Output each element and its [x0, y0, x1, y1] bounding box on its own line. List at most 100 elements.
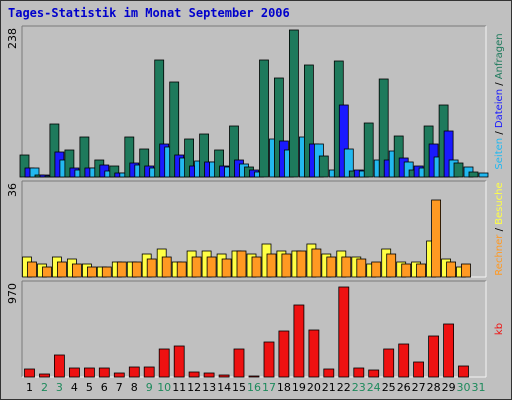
- bar-rechner-day-4: [72, 263, 82, 278]
- bar-kb-day-11: [173, 345, 185, 378]
- x-tick-label-day-20: 20: [307, 381, 321, 394]
- series-axis-label-segment: /: [494, 79, 505, 89]
- x-tick-label-day-14: 14: [217, 381, 231, 394]
- bar-kb-day-25: [383, 348, 395, 378]
- x-tick-label-day-19: 19: [292, 381, 306, 394]
- bar-kb-day-13: [203, 372, 215, 378]
- y-max-label-middle: 36: [6, 183, 19, 197]
- series-axis-label-segment: kb: [494, 323, 505, 335]
- bar-rechner-day-3: [57, 261, 67, 278]
- bar-rechner-day-16: [251, 256, 262, 278]
- bar-kb-day-26: [398, 343, 410, 378]
- bar-kb-day-15: [233, 348, 245, 378]
- x-tick-label-day-8: 8: [131, 381, 138, 394]
- x-tick-label-day-26: 26: [397, 381, 411, 394]
- bar-rechner-day-27: [416, 263, 427, 278]
- bar-kb-day-3: [54, 354, 65, 378]
- bar-kb-day-14: [218, 374, 230, 378]
- x-tick-label-day-27: 27: [412, 381, 426, 394]
- bar-anfragen-day-14: [214, 149, 225, 178]
- bar-anfragen-day-7: [109, 165, 120, 178]
- bar-anfragen-day-21: [318, 155, 329, 178]
- series-axis-label-segment: Seiten: [494, 138, 505, 170]
- bar-rechner-day-11: [176, 261, 187, 278]
- bar-rechner-day-19: [296, 250, 307, 278]
- bar-anfragen-day-3: [49, 123, 60, 178]
- x-tick-label-day-25: 25: [382, 381, 396, 394]
- x-tick-label-day-6: 6: [101, 381, 108, 394]
- x-tick-label-day-17: 17: [262, 381, 276, 394]
- bar-anfragen-day-18: [273, 77, 284, 178]
- bar-rechner-day-15: [236, 250, 247, 278]
- bar-rechner-day-12: [191, 256, 202, 278]
- bar-rechner-day-28: [431, 199, 442, 278]
- bar-rechner-day-30: [461, 263, 471, 278]
- bar-rechner-day-26: [401, 263, 412, 278]
- bar-kb-day-22: [338, 286, 350, 378]
- y-max-label-top: 238: [6, 28, 19, 49]
- bar-kb-day-30: [458, 365, 469, 378]
- series-axis-label-segment: Rechner: [494, 234, 505, 276]
- x-tick-label-day-12: 12: [187, 381, 201, 394]
- series-axis-label-segment: Dateien: [494, 89, 505, 128]
- x-tick-label-day-21: 21: [322, 381, 336, 394]
- bar-kb-day-1: [24, 368, 35, 378]
- bar-rechner-day-2: [42, 266, 52, 278]
- bar-rechner-day-8: [131, 261, 142, 278]
- y-max-label-bottom: 970: [6, 283, 19, 304]
- series-axis-label-segment: Besuche: [494, 182, 505, 225]
- bar-rechner-day-22: [341, 256, 352, 278]
- bar-anfragen-day-11: [169, 81, 180, 178]
- x-tick-label-day-16: 16: [247, 381, 261, 394]
- bar-anfragen-day-10: [154, 59, 165, 178]
- bar-kb-day-28: [428, 335, 440, 378]
- bar-anfragen-day-31: [468, 171, 479, 178]
- bar-kb-day-19: [293, 304, 305, 378]
- x-tick-label-day-29: 29: [442, 381, 456, 394]
- x-tick-label-day-4: 4: [71, 381, 78, 394]
- bar-rechner-day-14: [221, 258, 232, 278]
- bar-rechner-day-24: [371, 261, 382, 278]
- x-tick-label-day-11: 11: [172, 381, 186, 394]
- bar-anfragen-day-25: [378, 78, 389, 178]
- bar-rechner-day-23: [356, 258, 367, 278]
- x-tick-label-day-9: 9: [146, 381, 153, 394]
- bar-anfragen-day-17: [259, 59, 269, 178]
- x-tick-label-day-2: 2: [41, 381, 48, 394]
- bar-seiten-day-22: [343, 148, 354, 178]
- x-tick-label-day-22: 22: [337, 381, 351, 394]
- bar-seiten-day-1: [29, 167, 40, 178]
- bar-kb-day-5: [84, 367, 95, 378]
- bar-rechner-day-29: [446, 261, 457, 278]
- bar-anfragen-day-15: [229, 125, 239, 178]
- bar-anfragen-day-1: [19, 154, 30, 178]
- bar-rechner-day-7: [116, 261, 127, 278]
- bar-dateien-day-22: [338, 104, 349, 178]
- panel-top: 238 Seiten / Dateien / Anfragen: [6, 25, 505, 178]
- bar-anfragen-day-26: [393, 135, 404, 178]
- bar-rechner-day-18: [281, 253, 292, 278]
- page-title: Tages-Statistik im Monat September 2006: [8, 6, 290, 20]
- bar-rechner-day-13: [206, 256, 217, 278]
- x-tick-label-day-30: 30: [457, 381, 471, 394]
- x-tick-label-day-13: 13: [202, 381, 216, 394]
- series-axis-label-bottom: kb: [494, 323, 505, 335]
- bar-anfragen-day-5: [79, 136, 90, 178]
- x-tick-label-day-1: 1: [26, 381, 33, 394]
- bar-seiten-day-31: [478, 172, 489, 178]
- series-axis-label-segment: /: [494, 128, 505, 138]
- bar-kb-day-6: [98, 367, 110, 378]
- bar-anfragen-day-8: [124, 136, 135, 178]
- bar-kb-day-29: [443, 323, 455, 378]
- bar-anfragen-day-20: [303, 64, 314, 178]
- bar-kb-day-9: [143, 366, 155, 378]
- bar-rechner-day-10: [161, 256, 172, 278]
- series-axis-label-segment: /: [494, 225, 505, 235]
- bar-rechner-day-25: [386, 253, 397, 278]
- bar-rechner-day-5: [87, 266, 97, 278]
- bar-kb-day-2: [39, 373, 50, 378]
- x-tick-label-day-23: 23: [352, 381, 366, 394]
- series-axis-label-segment: Anfragen: [494, 33, 505, 79]
